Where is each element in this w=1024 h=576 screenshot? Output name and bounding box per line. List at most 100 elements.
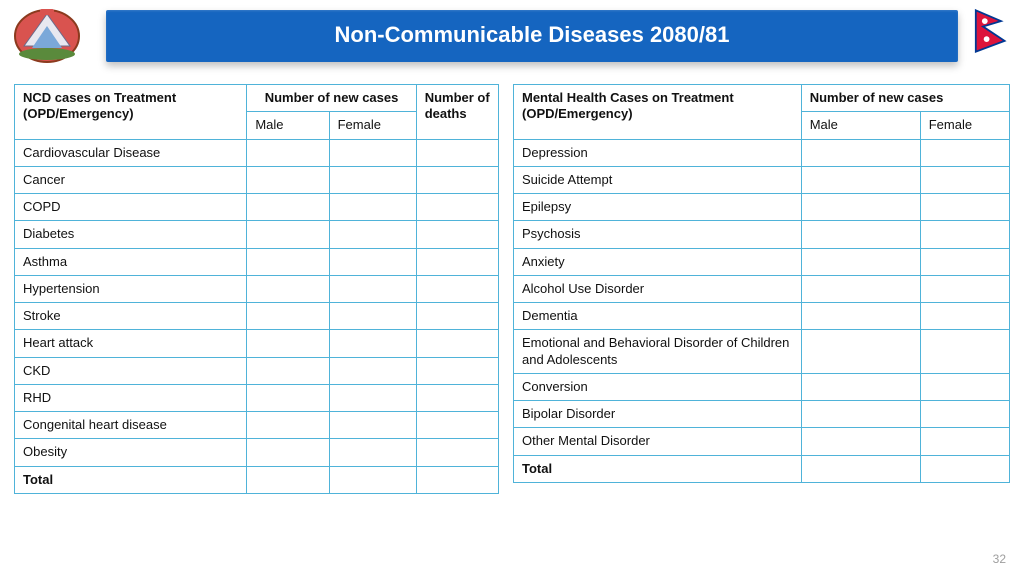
table-row: CKD (15, 357, 499, 384)
mh-total-male (801, 455, 920, 482)
mh-row-label: Emotional and Behavioral Disorder of Chi… (514, 330, 802, 374)
ncd-row-female (329, 221, 416, 248)
mh-row-label: Anxiety (514, 248, 802, 275)
ncd-table-wrap: NCD cases on Treatment (OPD/Emergency) N… (14, 84, 499, 494)
mental-table: Mental Health Cases on Treatment (OPD/Em… (513, 84, 1010, 483)
tables-container: NCD cases on Treatment (OPD/Emergency) N… (0, 66, 1024, 494)
page-title: Non-Communicable Diseases 2080/81 (106, 10, 958, 62)
table-row: Stroke (15, 303, 499, 330)
ncd-row-male (247, 330, 329, 357)
mh-row-label: Epilepsy (514, 194, 802, 221)
ncd-row-deaths (416, 221, 498, 248)
ncd-row-label: Stroke (15, 303, 247, 330)
table-row: Conversion (514, 373, 1010, 400)
table-row: Alcohol Use Disorder (514, 275, 1010, 302)
ncd-row-female (329, 357, 416, 384)
mh-row-female (920, 166, 1009, 193)
ncd-total-female (329, 466, 416, 493)
table-row: Obesity (15, 439, 499, 466)
ncd-body: Cardiovascular Disease Cancer COPD Diabe… (15, 139, 499, 466)
mh-row-female (920, 275, 1009, 302)
mh-row-female (920, 221, 1009, 248)
ncd-row-label: Hypertension (15, 275, 247, 302)
ncd-row-male (247, 194, 329, 221)
ncd-row-label: Cancer (15, 166, 247, 193)
ncd-row-male (247, 439, 329, 466)
mh-row-male (801, 139, 920, 166)
mh-row-female (920, 428, 1009, 455)
ncd-row-deaths (416, 194, 498, 221)
table-row: Emotional and Behavioral Disorder of Chi… (514, 330, 1010, 374)
table-row: RHD (15, 384, 499, 411)
ncd-header-newcases: Number of new cases (247, 85, 416, 112)
mh-row-male (801, 275, 920, 302)
mh-row-male (801, 373, 920, 400)
mh-header-cases: Mental Health Cases on Treatment (OPD/Em… (514, 85, 802, 140)
ncd-row-female (329, 166, 416, 193)
ncd-row-deaths (416, 275, 498, 302)
ncd-row-female (329, 194, 416, 221)
mh-row-label: Psychosis (514, 221, 802, 248)
ncd-row-female (329, 248, 416, 275)
mh-row-label: Bipolar Disorder (514, 401, 802, 428)
mh-row-male (801, 303, 920, 330)
ncd-row-deaths (416, 303, 498, 330)
table-row: Cardiovascular Disease (15, 139, 499, 166)
table-row: Diabetes (15, 221, 499, 248)
mh-total-female (920, 455, 1009, 482)
ncd-row-deaths (416, 248, 498, 275)
table-row: Depression (514, 139, 1010, 166)
ncd-row-label: Obesity (15, 439, 247, 466)
ncd-row-deaths (416, 412, 498, 439)
ncd-row-male (247, 384, 329, 411)
ncd-row-male (247, 357, 329, 384)
ncd-row-female (329, 330, 416, 357)
mh-header-newcases: Number of new cases (801, 85, 1009, 112)
mh-row-female (920, 303, 1009, 330)
ncd-row-label: Heart attack (15, 330, 247, 357)
table-row: Epilepsy (514, 194, 1010, 221)
table-row: Other Mental Disorder (514, 428, 1010, 455)
header: Non-Communicable Diseases 2080/81 (0, 0, 1024, 66)
table-row: Dementia (514, 303, 1010, 330)
mh-row-male (801, 194, 920, 221)
table-row: Congenital heart disease (15, 412, 499, 439)
mh-row-male (801, 248, 920, 275)
mh-row-female (920, 139, 1009, 166)
mh-row-label: Suicide Attempt (514, 166, 802, 193)
table-row: Psychosis (514, 221, 1010, 248)
mh-row-female (920, 330, 1009, 374)
ncd-row-female (329, 303, 416, 330)
mh-row-female (920, 401, 1009, 428)
ncd-row-deaths (416, 166, 498, 193)
mental-table-wrap: Mental Health Cases on Treatment (OPD/Em… (513, 84, 1010, 494)
ncd-row-label: Congenital heart disease (15, 412, 247, 439)
ncd-row-female (329, 139, 416, 166)
flag-icon (972, 6, 1012, 56)
mh-row-label: Conversion (514, 373, 802, 400)
table-row: Heart attack (15, 330, 499, 357)
table-row: Cancer (15, 166, 499, 193)
mh-row-male (801, 401, 920, 428)
mh-sub-female: Female (920, 112, 1009, 139)
ncd-row-deaths (416, 384, 498, 411)
ncd-row-male (247, 275, 329, 302)
emblem-icon (12, 6, 82, 66)
ncd-total-deaths (416, 466, 498, 493)
ncd-total-male (247, 466, 329, 493)
table-row: Hypertension (15, 275, 499, 302)
ncd-row-deaths (416, 357, 498, 384)
ncd-row-male (247, 248, 329, 275)
ncd-header-cases: NCD cases on Treatment (OPD/Emergency) (15, 85, 247, 140)
table-row: Suicide Attempt (514, 166, 1010, 193)
mh-row-male (801, 166, 920, 193)
mh-row-label: Other Mental Disorder (514, 428, 802, 455)
table-row: COPD (15, 194, 499, 221)
ncd-row-male (247, 412, 329, 439)
mh-row-male (801, 428, 920, 455)
mh-row-female (920, 248, 1009, 275)
mh-row-label: Alcohol Use Disorder (514, 275, 802, 302)
mh-row-male (801, 330, 920, 374)
ncd-row-deaths (416, 439, 498, 466)
ncd-row-female (329, 275, 416, 302)
